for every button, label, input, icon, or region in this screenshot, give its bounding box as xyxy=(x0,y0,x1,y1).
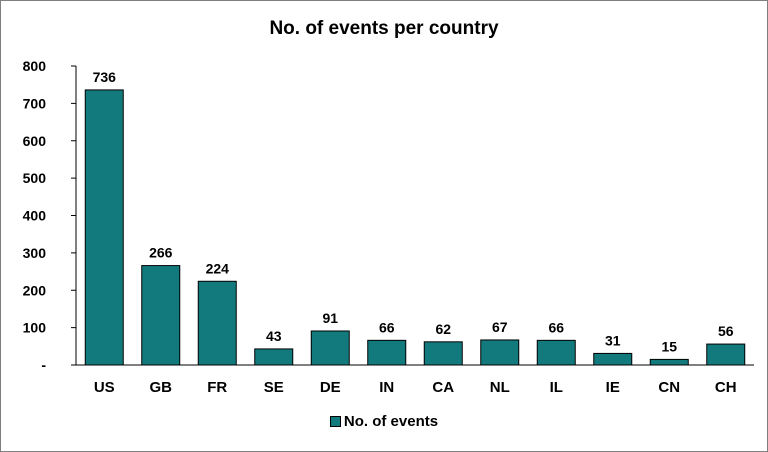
data-label: 62 xyxy=(435,321,451,337)
y-tick-label: - xyxy=(41,357,46,373)
x-tick-label: CN xyxy=(658,379,680,396)
y-tick-label: 600 xyxy=(23,133,47,149)
bar xyxy=(423,341,463,366)
data-label: 224 xyxy=(206,260,230,276)
x-tick-label: DE xyxy=(320,379,341,396)
bar xyxy=(310,330,350,366)
x-tick-label: CA xyxy=(432,379,454,396)
x-tick-label: IE xyxy=(606,379,620,396)
y-tick-label: 800 xyxy=(23,58,47,74)
bar xyxy=(593,352,633,366)
x-tick-label: US xyxy=(94,379,115,396)
bar xyxy=(197,280,237,366)
data-label: 266 xyxy=(149,245,173,261)
data-label: 43 xyxy=(266,328,282,344)
data-label: 31 xyxy=(605,332,621,348)
x-tick-label: CH xyxy=(715,379,737,396)
legend-swatch xyxy=(329,416,341,427)
bar xyxy=(480,339,520,366)
x-tick-label: SE xyxy=(264,379,284,396)
y-tick-label: 200 xyxy=(23,282,47,298)
legend: No. of events xyxy=(1,413,767,430)
x-tick-label: FR xyxy=(207,379,227,396)
bar xyxy=(254,348,294,366)
chart-title: No. of events per country xyxy=(269,18,499,39)
x-tick-label: NL xyxy=(490,379,510,396)
y-tick-label: 400 xyxy=(23,208,47,224)
data-label: 66 xyxy=(379,319,395,335)
data-label: 736 xyxy=(93,69,117,85)
bar xyxy=(706,343,746,366)
y-tick-label: 300 xyxy=(23,245,47,261)
data-label: 15 xyxy=(661,338,677,354)
data-label: 91 xyxy=(322,310,338,326)
bar xyxy=(536,339,576,366)
bar xyxy=(649,358,689,366)
data-label: 66 xyxy=(548,319,564,335)
y-tick-label: 100 xyxy=(23,320,47,336)
bar xyxy=(141,265,181,366)
bar xyxy=(367,339,407,366)
y-tick-label: 700 xyxy=(23,95,47,111)
data-label: 67 xyxy=(492,319,508,335)
x-tick-label: IL xyxy=(550,379,563,396)
x-tick-label: GB xyxy=(150,379,173,396)
x-tick-label: IN xyxy=(379,379,394,396)
legend-label: No. of events xyxy=(343,413,439,430)
data-label: 56 xyxy=(718,323,734,339)
bar xyxy=(84,89,124,366)
y-tick-label: 500 xyxy=(23,170,47,186)
